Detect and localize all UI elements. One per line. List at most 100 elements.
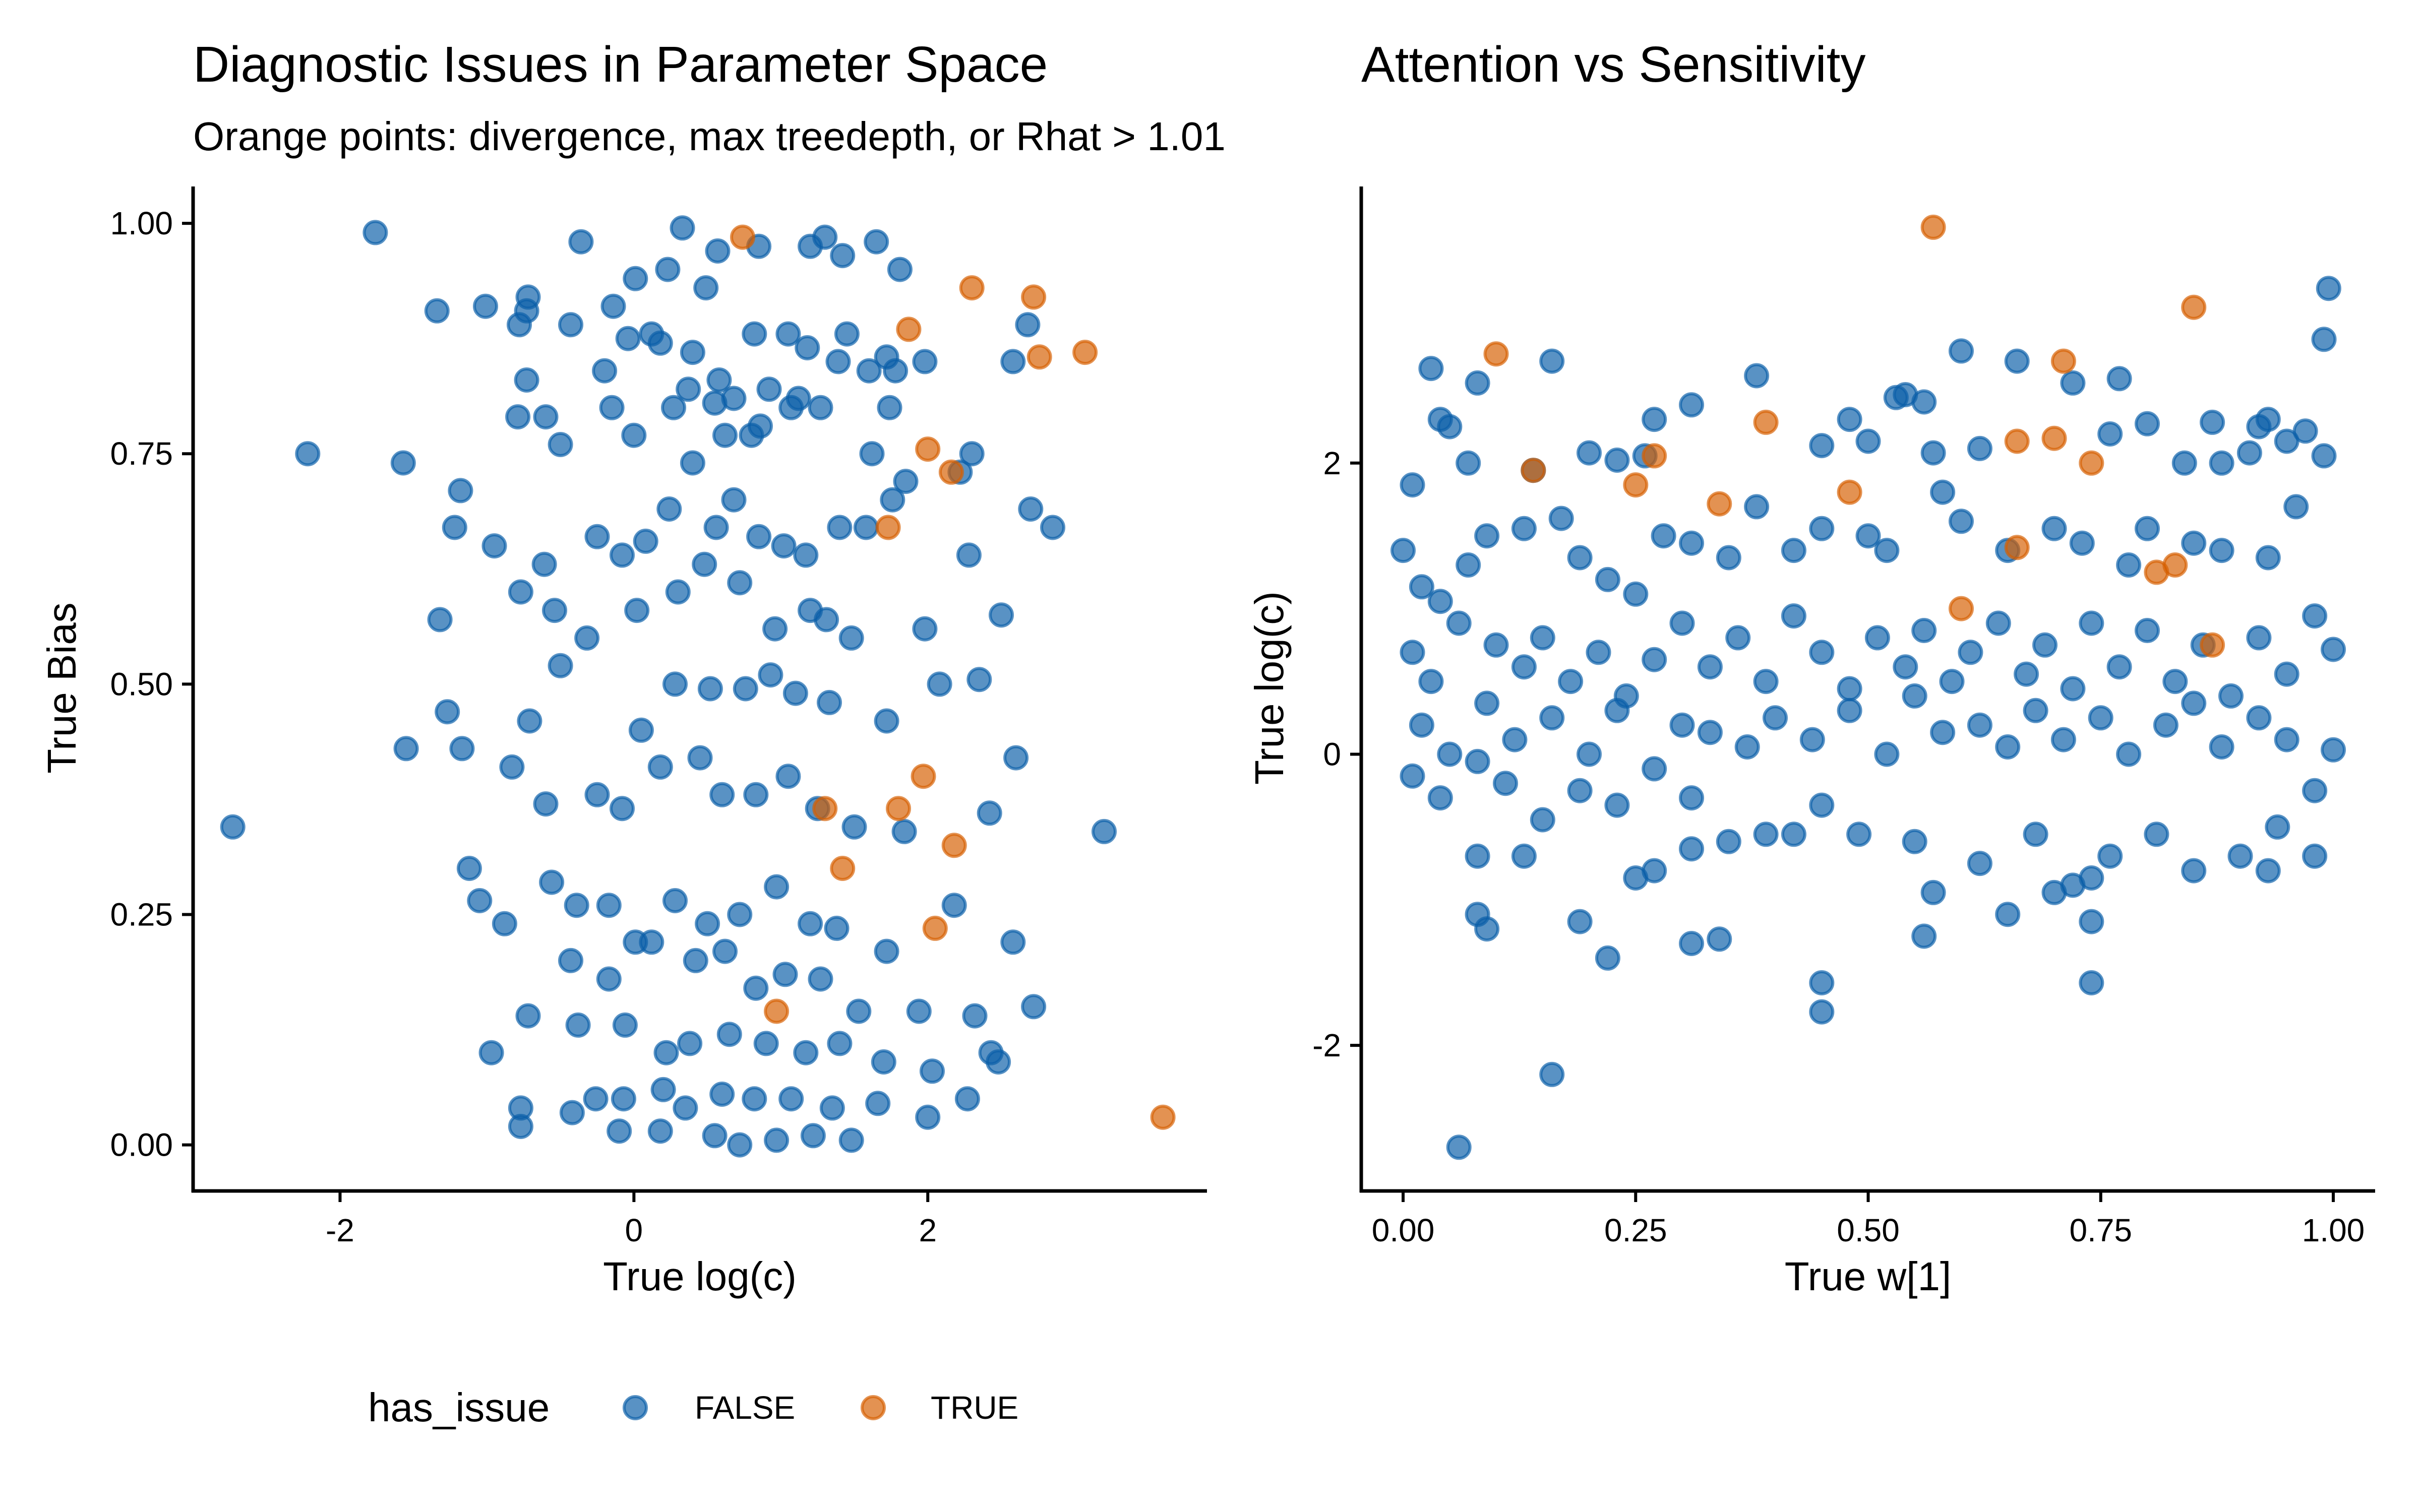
data-point [456, 856, 482, 881]
data-point [2106, 654, 2132, 680]
data-point [2200, 409, 2225, 435]
data-point [834, 321, 860, 347]
data-point [1474, 523, 1500, 549]
data-point [758, 662, 783, 688]
data-point [499, 754, 525, 780]
data-point [623, 266, 648, 291]
data-point [655, 257, 681, 282]
data-point [1855, 523, 1881, 549]
data-point [647, 754, 673, 780]
left-y-ticks: 0.00 0.25 0.50 0.75 1.00 [110, 205, 193, 1163]
data-point [514, 367, 539, 393]
data-point [2316, 276, 2341, 301]
series-false [220, 215, 1117, 1158]
data-point [1456, 450, 1481, 476]
data-point [962, 1003, 988, 1029]
data-point [393, 736, 419, 762]
data-point [2181, 530, 2207, 556]
data-point [677, 1031, 703, 1056]
data-point [473, 293, 498, 319]
data-point [517, 708, 542, 734]
data-point [661, 395, 686, 420]
data-point [2246, 414, 2272, 439]
data-point [1000, 929, 1026, 955]
data-point [647, 1118, 673, 1144]
data-point [1809, 999, 1835, 1025]
data-point [624, 598, 650, 623]
data-point [2079, 610, 2104, 636]
data-point [743, 975, 769, 1001]
data-point [1669, 712, 1695, 738]
data-point [697, 676, 723, 702]
x-tick-label: 0 [625, 1212, 643, 1248]
x-tick-label: 1.00 [2302, 1212, 2365, 1248]
data-point [478, 1040, 504, 1065]
data-point [639, 929, 664, 955]
data-point [739, 422, 764, 448]
data-point [1521, 458, 1546, 483]
data-point [628, 717, 654, 743]
data-point [716, 1022, 742, 1047]
data-point [1707, 491, 1732, 517]
data-point [1995, 902, 2021, 927]
data-point [1949, 596, 1974, 621]
data-point [911, 764, 936, 789]
data-point [2274, 428, 2300, 454]
data-point [1502, 727, 1528, 752]
data-point [1763, 705, 1788, 731]
data-point [742, 321, 767, 347]
data-point [548, 653, 573, 678]
data-point [838, 625, 864, 651]
data-point [859, 441, 885, 467]
data-point [687, 745, 713, 771]
data-point [1586, 640, 1611, 665]
data-point [1753, 669, 1779, 695]
data-point [798, 911, 823, 936]
data-point [795, 335, 820, 360]
data-point [1150, 1104, 1176, 1130]
data-point [2050, 727, 2076, 752]
left-panel: 0.00 0.25 0.50 0.75 1.00 -2 0 2 True log(c) Tr… [39, 186, 1207, 1299]
data-point [693, 275, 719, 301]
data-point [449, 736, 475, 762]
data-point [1567, 778, 1593, 803]
data-point [695, 911, 720, 936]
data-point [1837, 698, 1862, 723]
data-point [1558, 669, 1584, 695]
data-point [2116, 552, 2142, 578]
data-point [793, 1040, 819, 1065]
data-point [959, 441, 985, 467]
data-point [712, 938, 738, 964]
data-point [680, 340, 705, 365]
data-point [548, 432, 573, 457]
data-point [874, 708, 899, 734]
data-point [1911, 618, 1937, 643]
data-point [2041, 425, 2067, 451]
data-point [1483, 632, 1509, 658]
data-point [596, 893, 622, 918]
data-point [1018, 496, 1044, 522]
data-point [865, 1091, 891, 1116]
data-point [559, 1100, 585, 1125]
data-point [2116, 741, 2142, 767]
data-point [481, 533, 507, 559]
data-point [1679, 785, 1704, 811]
data-point [1669, 610, 1695, 636]
data-point [1679, 931, 1704, 956]
data-point [390, 450, 416, 476]
data-point [1390, 538, 1416, 563]
data-point [2321, 637, 2346, 662]
data-point [1493, 771, 1518, 796]
data-point [1949, 509, 1974, 534]
data-point [891, 818, 917, 844]
data-point [1446, 1135, 1472, 1160]
x-tick-label: -2 [326, 1212, 354, 1248]
data-point [1577, 741, 1602, 767]
series-true [730, 224, 1176, 1130]
data-point [1465, 843, 1490, 869]
data-point [922, 915, 948, 941]
data-point [1855, 428, 1881, 454]
data-point [615, 326, 641, 351]
data-point [812, 224, 838, 250]
data-point [1595, 945, 1620, 971]
